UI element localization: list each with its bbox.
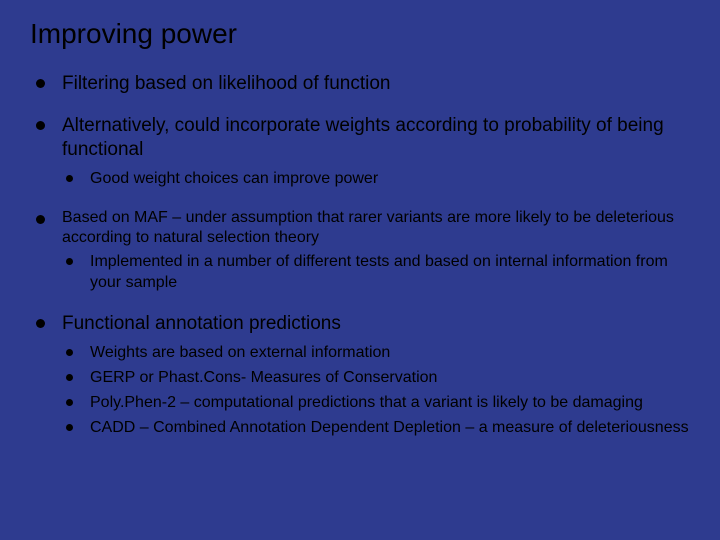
sub-bullet-text: GERP or Phast.Cons- Measures of Conserva… [90, 369, 437, 386]
sub-bullet-item: Implemented in a number of different tes… [62, 252, 692, 294]
sub-bullet-text: Implemented in a number of different tes… [90, 253, 668, 291]
slide-title: Improving power [30, 18, 692, 50]
bullet-item: Functional annotation predictions Weight… [34, 312, 692, 439]
sub-bullet-list: Implemented in a number of different tes… [62, 252, 692, 294]
bullet-item: Alternatively, could incorporate weights… [34, 114, 692, 190]
bullet-text: Based on MAF – under assumption that rar… [62, 209, 674, 246]
bullet-text: Functional annotation predictions [62, 313, 341, 334]
bullet-list: Filtering based on likelihood of functio… [34, 72, 692, 439]
bullet-text: Filtering based on likelihood of functio… [62, 73, 390, 94]
bullet-item: Filtering based on likelihood of functio… [34, 72, 692, 96]
sub-bullet-list: Good weight choices can improve power [62, 169, 692, 190]
sub-bullet-item: Good weight choices can improve power [62, 169, 692, 190]
sub-bullet-text: CADD – Combined Annotation Dependent Dep… [90, 419, 689, 436]
bullet-item: Based on MAF – under assumption that rar… [34, 208, 692, 294]
sub-bullet-text: Weights are based on external informatio… [90, 344, 390, 361]
sub-bullet-list: Weights are based on external informatio… [62, 343, 692, 438]
sub-bullet-item: Poly.Phen-2 – computational predictions … [62, 393, 692, 414]
sub-bullet-item: Weights are based on external informatio… [62, 343, 692, 364]
bullet-text: Alternatively, could incorporate weights… [62, 115, 664, 160]
sub-bullet-text: Good weight choices can improve power [90, 170, 378, 187]
sub-bullet-item: CADD – Combined Annotation Dependent Dep… [62, 418, 692, 439]
sub-bullet-item: GERP or Phast.Cons- Measures of Conserva… [62, 368, 692, 389]
sub-bullet-text: Poly.Phen-2 – computational predictions … [90, 394, 643, 411]
